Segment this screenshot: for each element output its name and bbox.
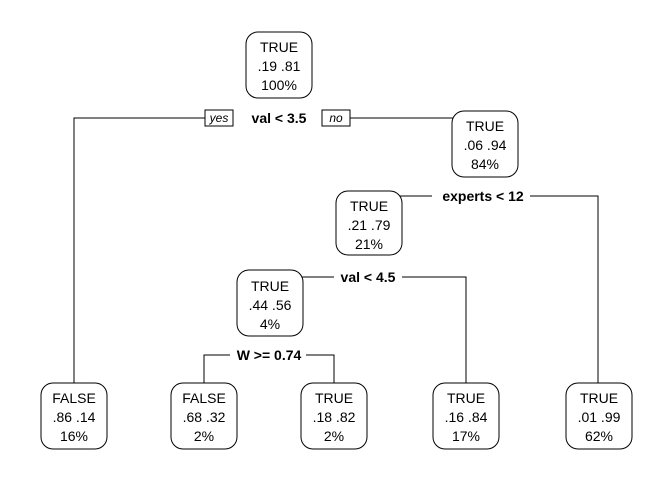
leaf-62pct-pct: 62% [585,428,613,444]
leaf-17pct-label: TRUE [447,390,485,406]
node-n12-label: TRUE [251,278,289,294]
edge-n3-right [530,195,599,383]
node-n12: TRUE .44 .56 4% [236,269,304,337]
edge-n12-left [203,354,230,383]
leaf-false-2pct-probs: .68 .32 [183,409,226,425]
split-root: val < 3.5 [252,110,307,126]
no-tag: no [321,109,351,127]
leaf-62pct: TRUE .01 .99 62% [565,382,633,450]
no-tag-label: no [329,111,343,125]
node-n6-probs: .21 .79 [348,217,391,233]
leaf-17pct-pct: 17% [452,428,480,444]
node-root-pct: 100% [261,77,297,93]
edge-n6-right [400,276,467,383]
leaf-16pct-pct: 16% [60,428,88,444]
yes-tag: yes [204,109,234,127]
node-n6-pct: 21% [355,236,383,252]
leaf-false-2pct-label: FALSE [182,390,226,406]
node-root-label: TRUE [260,39,298,55]
node-n6: TRUE .21 .79 21% [335,190,403,256]
leaf-16pct: FALSE .86 .14 16% [40,382,108,450]
node-root: TRUE .19 .81 100% [245,31,313,99]
node-n3-label: TRUE [466,118,504,134]
split-n3: experts < 12 [442,188,524,204]
leaf-true-2pct-probs: .18 .82 [313,409,356,425]
split-labels: val < 3.5 yes no experts < 12 val < 4.5 … [204,109,530,364]
node-n12-probs: .44 .56 [249,297,292,313]
node-n3-probs: .06 .94 [464,137,507,153]
yes-tag-label: yes [209,111,229,125]
leaf-62pct-probs: .01 .99 [578,409,621,425]
leaf-true-2pct: TRUE .18 .82 2% [300,382,368,450]
leaf-17pct-probs: .16 .84 [445,409,488,425]
node-n3: TRUE .06 .94 84% [451,110,519,178]
edge-root-left [73,117,210,383]
edge-n12-right [306,354,335,383]
node-n6-label: TRUE [350,198,388,214]
split-n12: W >= 0.74 [237,347,302,363]
tree-edges [73,117,599,383]
node-n3-pct: 84% [471,156,499,172]
leaf-16pct-label: FALSE [52,390,96,406]
leaf-62pct-label: TRUE [580,390,618,406]
split-n6: val < 4.5 [341,269,396,285]
leaf-true-2pct-label: TRUE [315,390,353,406]
leaf-false-2pct-pct: 2% [194,428,214,444]
leaf-true-2pct-pct: 2% [324,428,344,444]
leaf-17pct: TRUE .16 .84 17% [432,382,500,450]
node-n12-pct: 4% [260,316,280,332]
leaf-false-2pct: FALSE .68 .32 2% [170,382,238,450]
leaf-16pct-probs: .86 .14 [53,409,96,425]
node-root-probs: .19 .81 [258,58,301,74]
